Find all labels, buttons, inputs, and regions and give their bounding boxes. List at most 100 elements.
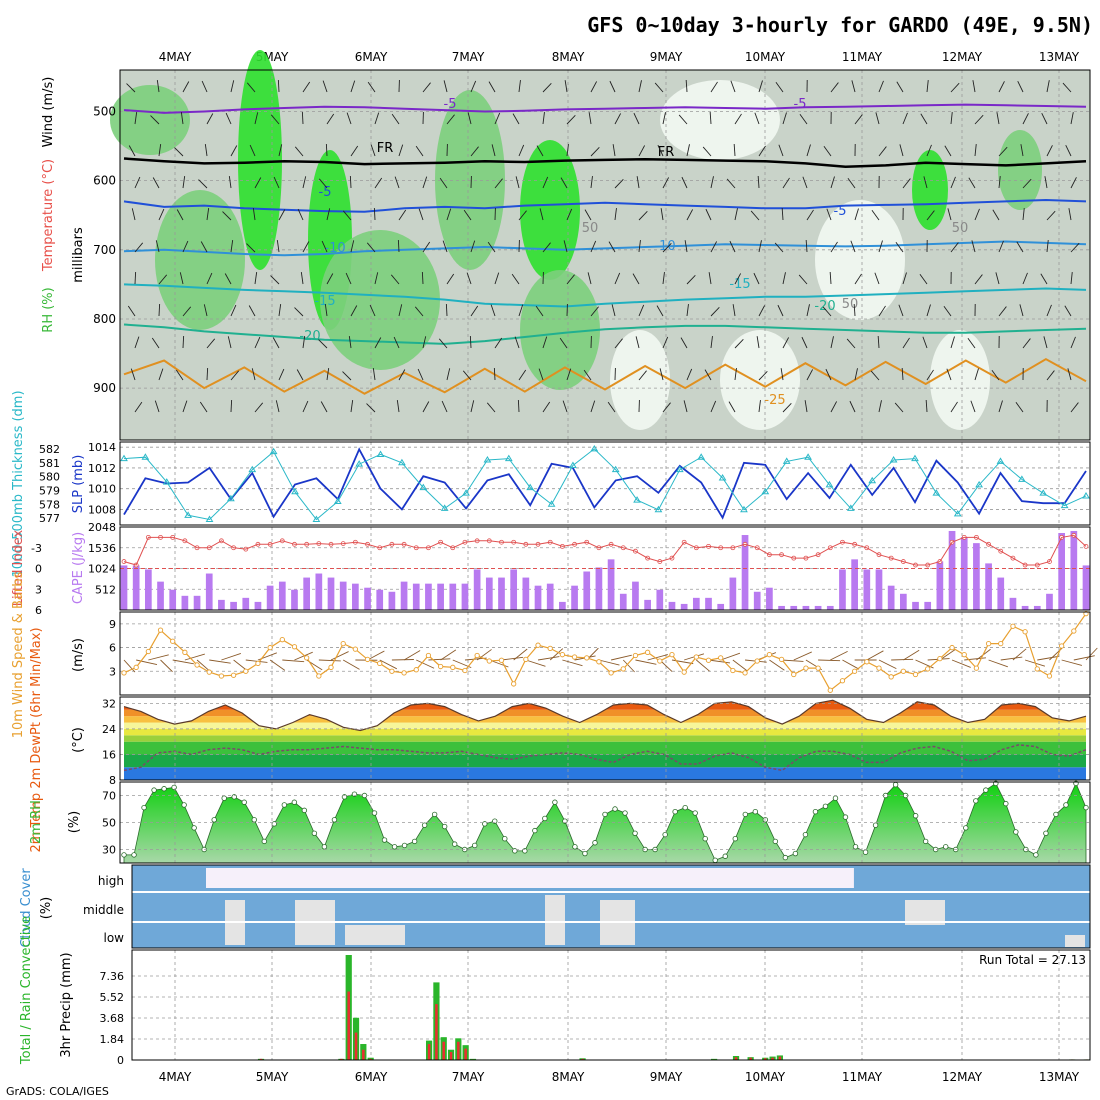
wind-barb	[322, 80, 328, 93]
wind10m-point	[766, 652, 773, 658]
wind10m-point	[839, 678, 846, 684]
wind-barb	[350, 305, 358, 317]
wind10m-point	[547, 645, 553, 652]
wind-barb	[638, 211, 648, 221]
cape-bar	[717, 603, 725, 610]
thickness-point	[269, 447, 278, 455]
wind10m-barb	[866, 650, 884, 661]
wind10m-point	[462, 667, 468, 674]
wind-barb	[710, 241, 718, 253]
wind-barb	[155, 240, 160, 253]
wind-barb	[134, 336, 140, 349]
wind-barb	[417, 368, 424, 381]
cape-bar	[327, 577, 335, 610]
cape-bar	[705, 597, 712, 610]
cloud-cell	[795, 868, 806, 888]
rh-point	[672, 809, 678, 815]
wind-barb	[318, 339, 328, 349]
wind-barb	[683, 400, 688, 413]
precip-unit-label: 3hr Precip (mm)	[59, 952, 74, 1057]
cape-bar	[729, 577, 737, 610]
cape-bar	[668, 601, 676, 610]
wind-barb	[926, 369, 934, 381]
cloud-patch	[545, 895, 565, 945]
wind-barb	[275, 400, 280, 413]
wind-barb	[971, 240, 976, 253]
wind-barb	[758, 371, 768, 381]
wind10m-point	[925, 666, 931, 672]
wind10m-barb	[403, 650, 421, 661]
top-date-axis: 4MAY 5MAY 6MAY 7MAY 8MAY 9MAY 10MAY 11MAY 12MAY 1…	[159, 50, 1080, 64]
wind-barb	[781, 207, 784, 221]
cloud-cell	[785, 868, 796, 888]
wind-barb	[757, 175, 760, 189]
cloud-cell	[312, 868, 323, 888]
isotherm-label: -5	[794, 97, 807, 112]
wind10m-barb	[136, 659, 158, 665]
cloud-unit-label: (%)	[39, 897, 54, 920]
wind-barb	[998, 146, 1008, 157]
rh-point	[1083, 804, 1089, 811]
date-label-top: 9MAY	[650, 50, 683, 64]
wind-barb	[462, 370, 472, 381]
precip-convective-bar	[362, 1049, 365, 1060]
wind10m-point	[133, 664, 139, 670]
rh-point	[772, 838, 779, 845]
wind-barb	[590, 306, 599, 317]
cloud-cell	[582, 868, 594, 888]
cloud-cell	[205, 868, 217, 888]
cape-bar	[912, 601, 919, 610]
wind-barb	[806, 369, 814, 381]
slp-tick: 1012	[88, 462, 116, 475]
wind-barb	[632, 273, 640, 285]
cloud-cell	[834, 868, 845, 888]
wind-barb	[302, 241, 310, 253]
cape-bar	[875, 569, 883, 610]
wind10m-barb	[549, 648, 564, 661]
wind-tick: 3	[109, 665, 116, 678]
temp-tick: 16	[102, 748, 116, 761]
thickness-point	[868, 476, 877, 484]
wind-barb	[176, 209, 184, 221]
wind-barb	[1067, 368, 1072, 381]
rh-point	[692, 810, 698, 816]
rh-point	[722, 853, 728, 859]
wind-barb	[950, 242, 959, 253]
rh-point	[391, 844, 398, 850]
wind10m-point	[194, 662, 200, 668]
wind10m-point	[851, 668, 858, 674]
wind10m-barb	[891, 658, 914, 661]
wind-barb	[830, 336, 834, 349]
rh-point	[261, 838, 267, 845]
wind-barb	[415, 145, 424, 157]
wind-barb	[150, 115, 160, 125]
wind10m-barb	[525, 659, 546, 667]
wind-barb	[974, 274, 983, 285]
wind-barb	[1065, 145, 1072, 157]
wind10m-point	[681, 669, 687, 675]
wind-barb	[273, 176, 280, 189]
wind10m-point	[121, 670, 127, 676]
isotherm-line	[123, 103, 1087, 114]
wind-barb	[782, 112, 787, 125]
thickness-point	[312, 515, 321, 522]
wind-barb	[991, 370, 1000, 381]
isotherm-label: -10	[654, 239, 675, 254]
precip-convective-bar	[449, 1052, 453, 1060]
wind-barb	[1068, 208, 1072, 221]
wind-barb	[686, 144, 690, 157]
thickness-point	[333, 497, 342, 504]
wind-barb	[926, 144, 932, 157]
precip-convective-bar	[435, 1004, 438, 1060]
wind-barb	[758, 400, 761, 413]
thickness-point	[740, 505, 748, 513]
wind10m-axis-label: 10m Wind Speed & Barbs	[11, 572, 26, 739]
wind-barb	[710, 176, 714, 189]
rh-point	[161, 786, 167, 792]
cape-bar	[1046, 593, 1053, 610]
wind-barb	[1022, 338, 1031, 349]
wind-barb	[638, 370, 647, 381]
cloud-cell	[534, 868, 545, 888]
wind-barb	[974, 368, 979, 381]
wind-barb	[248, 305, 256, 317]
